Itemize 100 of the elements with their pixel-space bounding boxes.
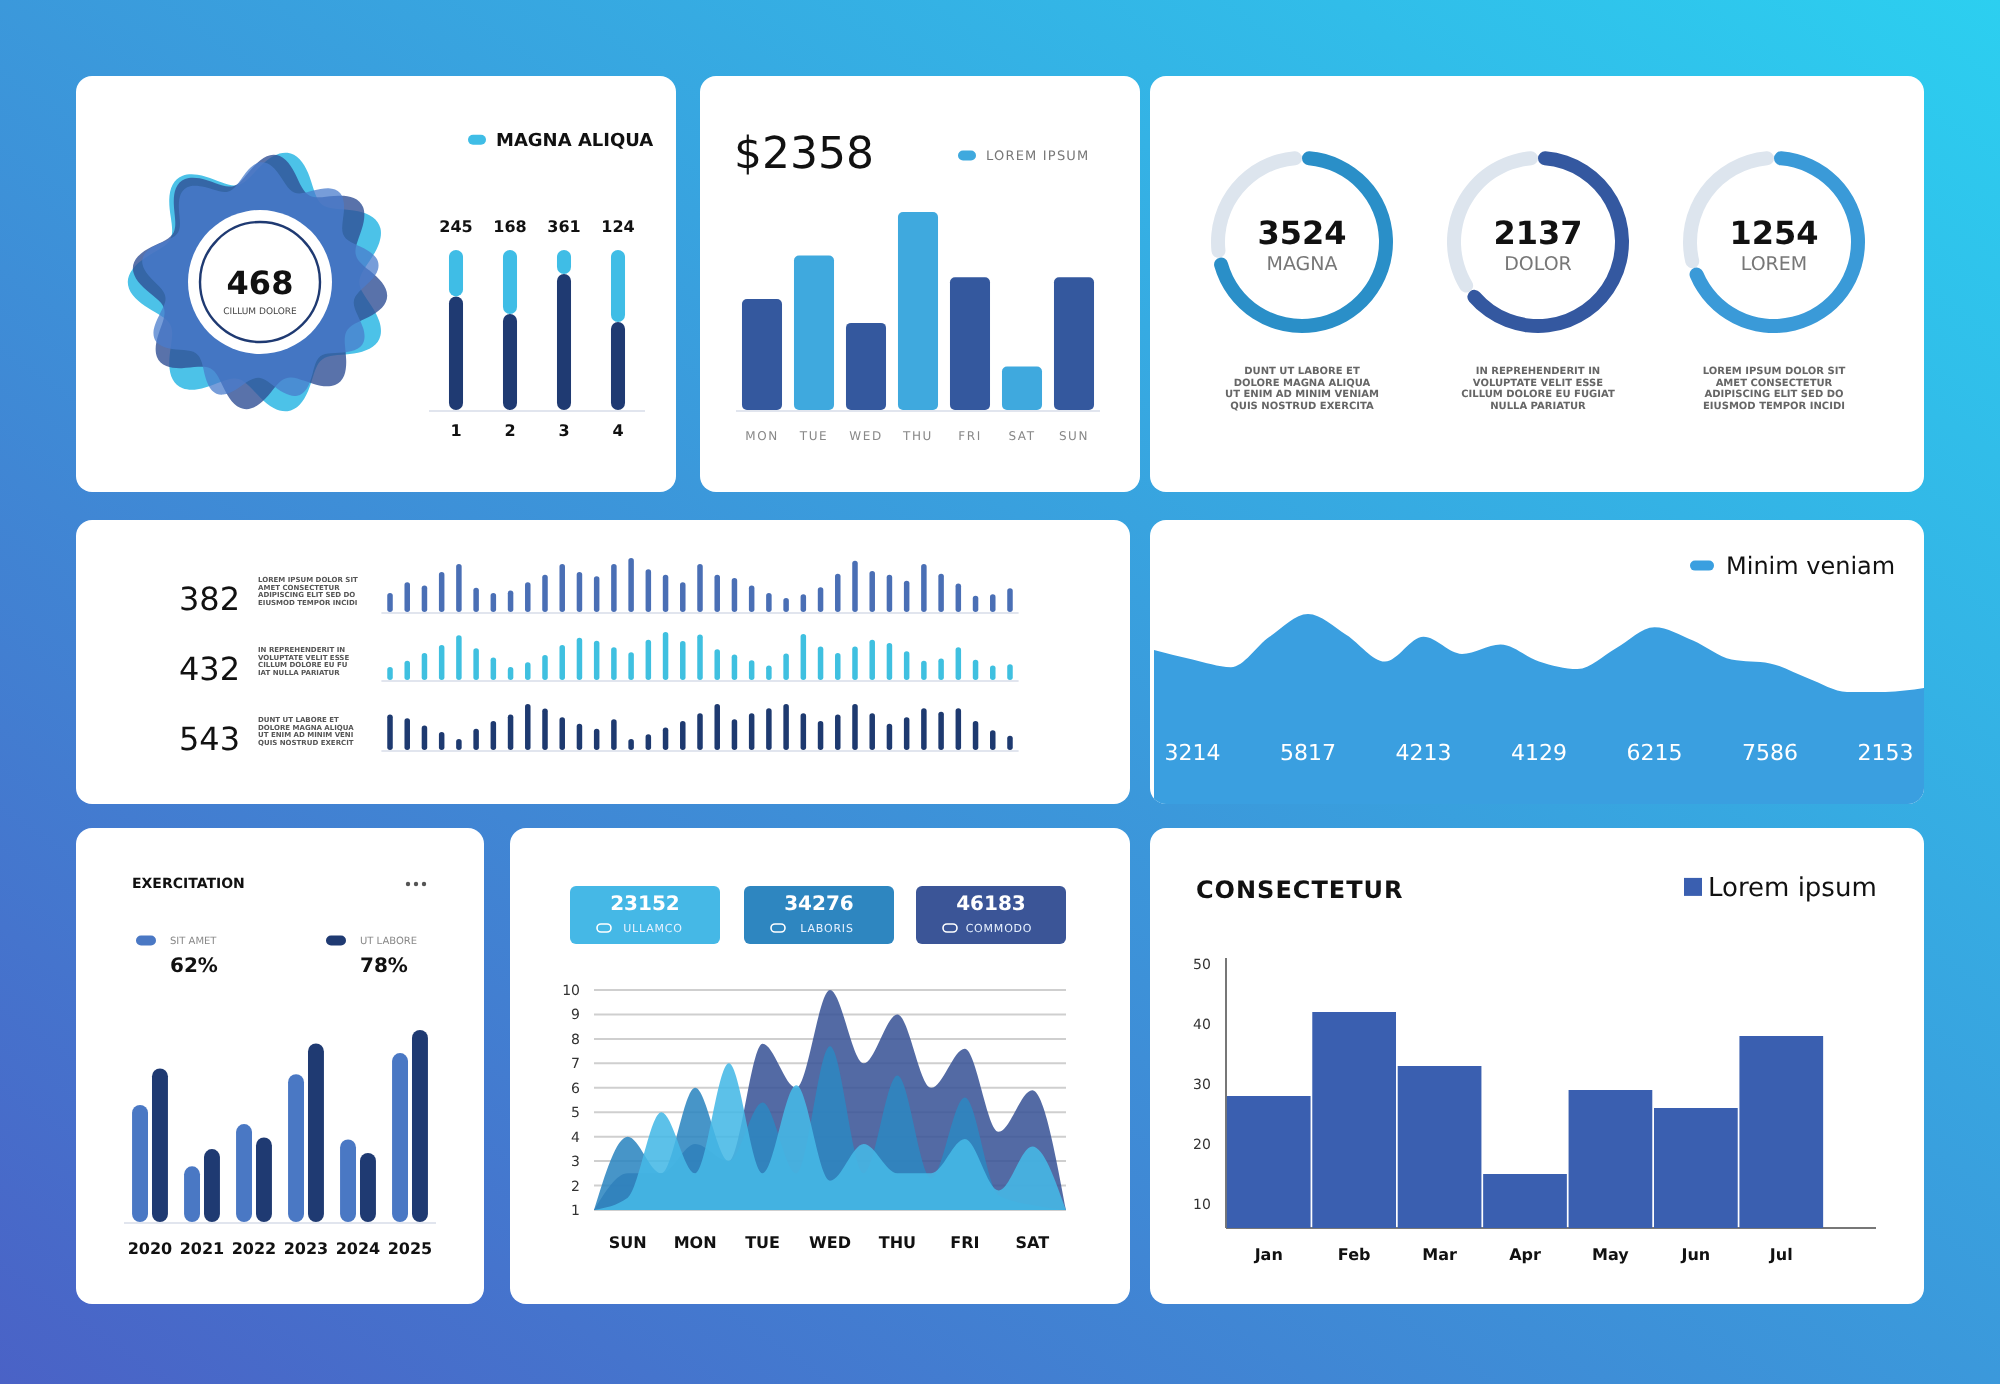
x-tick-label: FRI — [950, 1234, 980, 1252]
bar — [404, 718, 410, 750]
text: DOLOR — [1504, 254, 1573, 276]
bar — [783, 653, 789, 680]
bar — [611, 719, 617, 750]
chart-title: CONSECTETUR — [1196, 876, 1404, 904]
bar — [448, 250, 464, 297]
bar — [387, 714, 393, 750]
annotation: 124 — [601, 218, 636, 236]
bar — [448, 296, 464, 410]
bar — [1053, 277, 1095, 410]
x-tick-label: 4213 — [1395, 740, 1452, 766]
x-tick-label: 2 — [504, 422, 516, 440]
bar — [456, 738, 462, 750]
bar — [132, 1104, 149, 1222]
x-tick-label: Feb — [1337, 1246, 1371, 1264]
bar — [921, 660, 927, 680]
text: 3524 — [1257, 214, 1347, 252]
chart-title: $2358 — [734, 130, 874, 180]
bar — [938, 573, 944, 612]
bar — [680, 582, 686, 612]
bar — [714, 704, 720, 750]
bar — [990, 730, 996, 750]
bar — [697, 634, 703, 680]
bar — [559, 717, 565, 750]
bar — [645, 569, 652, 612]
bar — [852, 560, 858, 612]
x-tick-label: 4 — [612, 422, 625, 440]
text: 468 — [226, 264, 294, 302]
bar — [392, 1053, 409, 1222]
bar — [949, 277, 991, 410]
bar — [611, 563, 617, 612]
x-tick-label: SAT — [1015, 1234, 1051, 1252]
bar — [938, 658, 944, 680]
bar — [456, 563, 462, 612]
legend-label: Minim veniam — [1726, 552, 1896, 580]
text: 78% — [360, 956, 408, 978]
x-tick-label: 2021 — [179, 1240, 226, 1258]
legend-label: MAGNA ALIQUA — [496, 132, 654, 152]
bar — [610, 250, 626, 322]
bar — [473, 587, 479, 612]
donut-slice — [1467, 151, 1629, 333]
bar — [628, 652, 634, 680]
x-tick-label: 3214 — [1164, 740, 1221, 766]
x-tick-label: 2153 — [1857, 740, 1914, 766]
x-tick-label: SUN — [608, 1234, 647, 1252]
text: 34276 — [784, 894, 854, 916]
bar — [525, 704, 531, 750]
bar — [236, 1124, 253, 1222]
bar — [542, 574, 548, 612]
bar — [502, 314, 518, 410]
x-tick-label: THU — [878, 1234, 917, 1252]
annotation: 245 — [439, 218, 474, 236]
bar — [793, 255, 835, 410]
bar — [611, 647, 617, 680]
bar — [766, 665, 772, 680]
x-tick-label: 2023 — [283, 1240, 329, 1258]
x-tick-label: WED — [809, 1234, 852, 1252]
bar — [628, 558, 634, 612]
x-tick-label: 7586 — [1742, 740, 1798, 766]
bar — [921, 708, 927, 750]
bar — [783, 704, 789, 750]
bar — [897, 212, 939, 410]
x-tick-label: Apr — [1509, 1246, 1541, 1264]
bar — [1007, 735, 1013, 750]
bar — [255, 1137, 272, 1222]
bar — [542, 708, 548, 750]
bar — [525, 582, 531, 612]
text: 382 — [178, 580, 240, 618]
text: LOREM — [1740, 254, 1808, 276]
legend-label: Lorem ipsum — [1708, 874, 1877, 904]
bar — [697, 563, 703, 612]
bar — [852, 646, 858, 680]
text: MAGNA — [1266, 254, 1339, 276]
x-tick-label: 2020 — [127, 1240, 174, 1258]
x-tick-label: 2024 — [335, 1240, 382, 1258]
text: 543 — [178, 720, 240, 758]
x-tick-label: 5817 — [1280, 740, 1336, 766]
text: 46183 — [956, 894, 1026, 916]
x-tick-label: Jan — [1252, 1246, 1284, 1264]
bar — [1001, 366, 1043, 410]
bar — [559, 644, 565, 680]
bar — [307, 1043, 324, 1222]
bar — [556, 274, 572, 410]
text: 1254 — [1729, 214, 1819, 252]
bar — [714, 574, 720, 612]
bar — [766, 708, 772, 750]
bar — [628, 738, 634, 750]
donut-slice — [1689, 151, 1865, 333]
bar — [938, 711, 944, 750]
bar — [456, 635, 462, 680]
x-tick-label: 2022 — [231, 1240, 277, 1258]
bar — [340, 1139, 357, 1222]
bar — [845, 322, 887, 410]
bar — [411, 1030, 428, 1222]
x-tick-label: May — [1592, 1246, 1631, 1264]
bar — [835, 714, 841, 750]
bar — [502, 250, 518, 314]
x-tick-label: 1 — [450, 422, 463, 440]
x-tick-label: MON — [673, 1234, 717, 1252]
